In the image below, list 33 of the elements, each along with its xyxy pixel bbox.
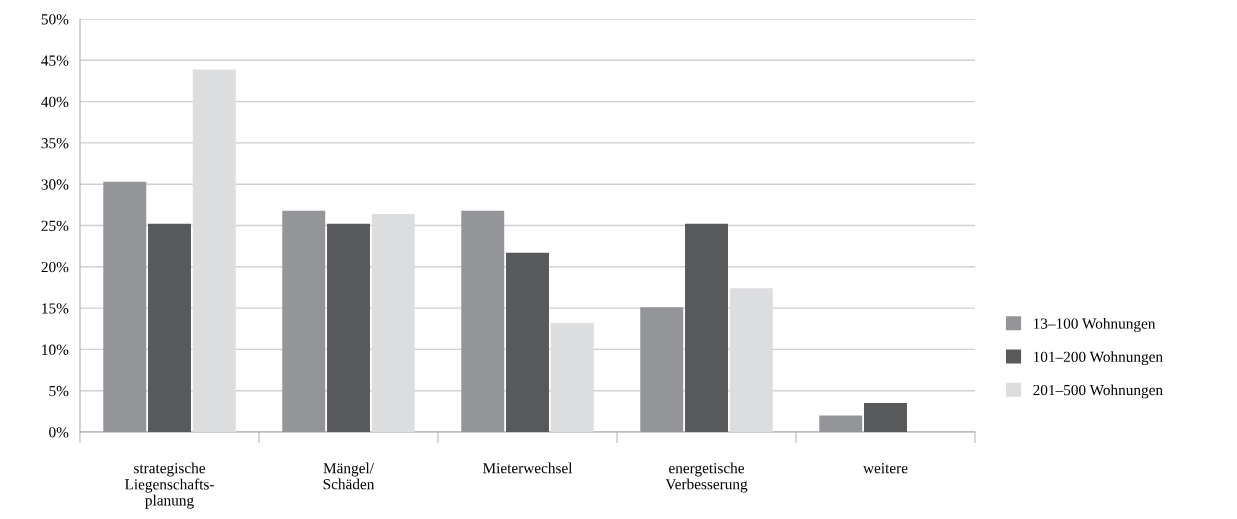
x-tick-label: strategische Liegenschafts- planung — [124, 462, 214, 509]
bar — [685, 223, 728, 432]
bar — [506, 252, 549, 432]
bar — [282, 210, 326, 432]
y-tick-label: 0% — [49, 427, 69, 438]
y-tick-label: 30% — [41, 179, 69, 190]
x-tick-label: Mieterwechsel — [482, 462, 573, 474]
legend-label: 101–200 Wohnungen — [1033, 351, 1163, 366]
y-tick-label: 35% — [41, 138, 69, 149]
x-tick-label: energetische Verbesserung — [665, 462, 748, 493]
bar — [819, 415, 863, 432]
y-tick-label: 10% — [42, 344, 69, 355]
y-tick-label: 5% — [49, 385, 69, 397]
y-tick-label: 20% — [41, 261, 69, 273]
legend-label: 201–500 Wohnungen — [1033, 384, 1163, 399]
bar — [640, 307, 684, 432]
y-tick-label: 40% — [41, 96, 69, 108]
y-tick-label: 50% — [41, 14, 69, 25]
legend-label: 13–100 Wohnungen — [1033, 317, 1156, 332]
bar — [192, 69, 236, 432]
y-tick-label: 25% — [41, 220, 69, 231]
bar — [103, 181, 147, 432]
bar — [461, 210, 505, 432]
bar — [550, 322, 594, 432]
y-tick-label: 45% — [41, 55, 69, 66]
bar — [327, 223, 370, 432]
y-tick-label: 15% — [42, 303, 69, 314]
bar — [729, 288, 773, 432]
x-tick-label: Mängel/ Schäden — [323, 462, 375, 490]
x-tick-label: weitere — [863, 463, 908, 474]
bar — [864, 403, 907, 432]
bar — [371, 213, 415, 432]
bar — [148, 223, 191, 432]
